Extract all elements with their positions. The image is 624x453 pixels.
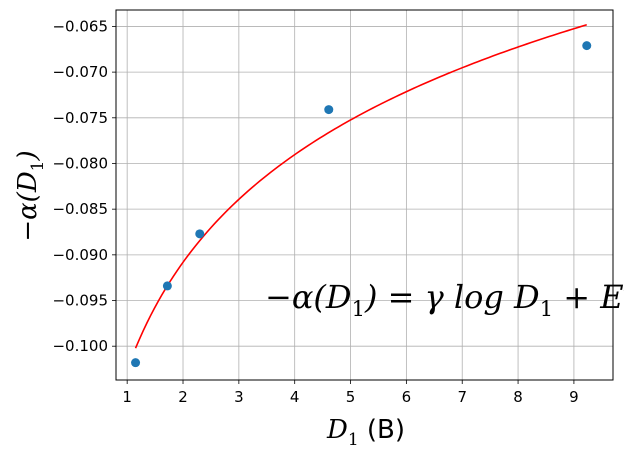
equation-annotation: −α(D1) = γ log D1 + E′ [265,278,624,321]
y-axis-label-sub: 1 [28,160,48,171]
y-tick-label: −0.070 [52,63,108,81]
grid [116,10,613,380]
y-axis-label-main: −α(D [13,171,43,241]
y-tick-label: −0.090 [52,246,108,264]
x-tick-label: 5 [346,388,356,406]
x-ticks: 1 2 3 4 5 6 7 8 9 [122,380,579,406]
y-tick-label: −0.075 [52,109,108,127]
x-axis-label-var: D [326,415,348,445]
data-point [195,229,205,239]
x-tick-label: 6 [402,388,412,406]
y-tick-label: −0.100 [52,337,108,355]
equation-rhs: ) = γ log D [364,278,540,316]
equation-lhs: −α(D [265,278,352,316]
x-axis-label-sub: 1 [348,430,359,450]
equation-tail: + E′ [553,278,624,316]
equation-sub: 1 [352,297,365,321]
data-points [131,41,592,368]
x-tick-label: 3 [234,388,244,406]
x-tick-label: 8 [513,388,523,406]
fit-curve-group [134,24,587,349]
x-axis-label-unit: (B) [367,415,405,445]
fit-curve [134,24,587,349]
x-tick-label: 2 [178,388,188,406]
data-point [324,105,334,115]
equation-sub2: 1 [540,297,553,321]
x-tick-label: 7 [457,388,467,406]
y-tick-label: −0.080 [52,154,108,172]
y-axis-label-close: ) [13,150,43,161]
y-ticks: −0.100 −0.095 −0.090 −0.085 −0.080 −0.075 −0.0… [52,17,116,355]
data-point [131,358,141,368]
x-axis-label: D1 (B) [326,415,405,450]
y-tick-label: −0.095 [52,292,108,310]
data-point [582,41,592,51]
plot-frame [115,9,614,381]
x-tick-label: 9 [569,388,579,406]
x-tick-label: 4 [290,388,300,406]
data-point [162,281,172,291]
y-tick-label: −0.085 [52,200,108,218]
x-tick-label: 1 [122,388,132,406]
y-tick-label: −0.065 [52,17,108,35]
y-axis-label: −α(D1) [13,150,48,241]
